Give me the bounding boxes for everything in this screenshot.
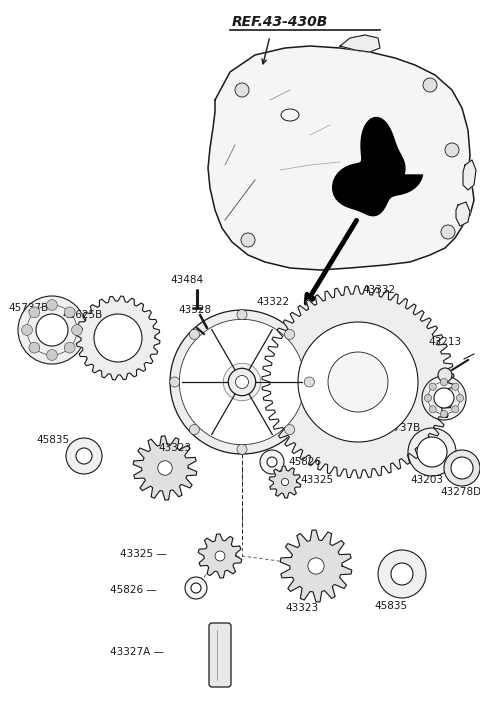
Circle shape (29, 342, 40, 353)
Circle shape (64, 342, 75, 353)
Polygon shape (456, 202, 470, 226)
Circle shape (298, 322, 418, 442)
Circle shape (267, 457, 277, 467)
Text: 43278D: 43278D (440, 487, 480, 497)
Text: 45737B: 45737B (8, 303, 48, 313)
Circle shape (434, 388, 454, 408)
Circle shape (456, 395, 464, 402)
Polygon shape (333, 117, 422, 216)
Text: 45835: 45835 (36, 435, 69, 445)
Text: 45826 —: 45826 — (110, 585, 157, 595)
Circle shape (237, 309, 247, 320)
Circle shape (237, 445, 247, 455)
Polygon shape (76, 296, 160, 380)
Circle shape (304, 377, 314, 387)
Circle shape (285, 425, 295, 435)
Circle shape (236, 375, 249, 389)
Text: 45737B: 45737B (380, 423, 420, 433)
Circle shape (260, 450, 284, 474)
Circle shape (158, 461, 172, 475)
Text: 43203: 43203 (410, 475, 443, 485)
Circle shape (64, 307, 75, 318)
Polygon shape (262, 286, 454, 478)
Text: 43323: 43323 (285, 603, 318, 613)
Text: 45826: 45826 (288, 457, 321, 467)
Text: 43332: 43332 (362, 285, 395, 295)
Circle shape (417, 437, 447, 467)
Polygon shape (269, 466, 301, 498)
Circle shape (72, 324, 83, 335)
Text: 43325 —: 43325 — (120, 549, 167, 559)
Polygon shape (198, 534, 242, 578)
Circle shape (441, 410, 447, 417)
Circle shape (281, 478, 288, 485)
Circle shape (445, 143, 459, 157)
Circle shape (441, 378, 447, 386)
Text: 43327A —: 43327A — (110, 647, 164, 657)
Circle shape (36, 314, 68, 346)
Circle shape (391, 563, 413, 585)
Circle shape (424, 395, 432, 402)
Circle shape (215, 551, 225, 561)
Circle shape (241, 233, 255, 247)
Circle shape (170, 310, 314, 454)
Circle shape (452, 383, 459, 390)
Circle shape (422, 376, 466, 420)
Circle shape (47, 299, 58, 311)
Circle shape (451, 457, 473, 479)
Circle shape (76, 448, 92, 464)
Circle shape (66, 438, 102, 474)
Circle shape (452, 406, 459, 413)
Circle shape (444, 450, 480, 486)
Polygon shape (280, 530, 352, 602)
Text: 43328: 43328 (178, 305, 211, 315)
Circle shape (191, 583, 201, 593)
Polygon shape (133, 436, 197, 500)
Circle shape (235, 83, 249, 97)
Text: 43625B: 43625B (62, 310, 102, 320)
Text: 43323: 43323 (158, 443, 191, 453)
Circle shape (429, 406, 436, 413)
Circle shape (223, 363, 261, 401)
Circle shape (441, 225, 455, 239)
Circle shape (285, 329, 295, 339)
Circle shape (189, 329, 199, 339)
Circle shape (378, 550, 426, 598)
Circle shape (429, 383, 436, 390)
Circle shape (169, 377, 180, 387)
Circle shape (408, 428, 456, 476)
Circle shape (180, 319, 305, 445)
Circle shape (18, 296, 86, 364)
Text: 43325: 43325 (300, 475, 333, 485)
Circle shape (423, 78, 437, 92)
Circle shape (438, 368, 452, 382)
Circle shape (228, 368, 256, 396)
Circle shape (189, 425, 199, 435)
Text: 43484: 43484 (170, 275, 203, 285)
Polygon shape (208, 46, 474, 270)
Circle shape (29, 307, 40, 318)
Polygon shape (463, 160, 476, 190)
Text: 43322: 43322 (256, 297, 289, 307)
Circle shape (47, 349, 58, 360)
Circle shape (22, 324, 32, 335)
Text: REF.43-430B: REF.43-430B (232, 15, 328, 29)
Polygon shape (340, 35, 380, 52)
FancyBboxPatch shape (209, 623, 231, 687)
Circle shape (308, 558, 324, 574)
Circle shape (328, 352, 388, 412)
Text: 45835: 45835 (374, 601, 407, 611)
Circle shape (94, 314, 142, 362)
Text: 43213: 43213 (428, 337, 461, 347)
Circle shape (185, 577, 207, 599)
